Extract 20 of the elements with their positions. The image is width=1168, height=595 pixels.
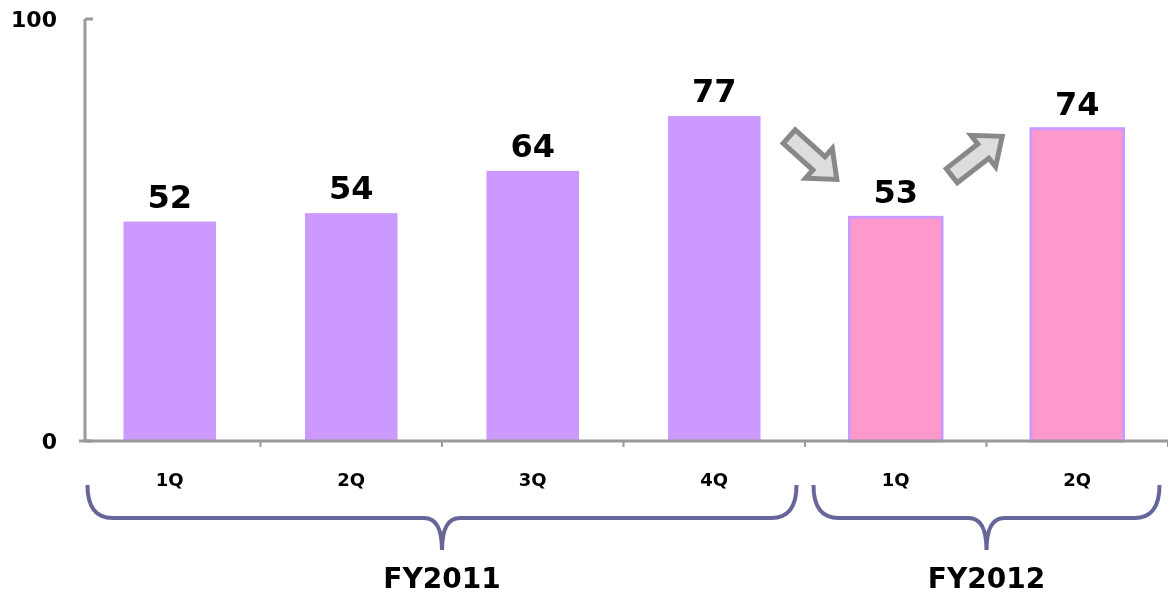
x-tick-label: 2Q: [337, 469, 366, 490]
bar: [667, 116, 761, 441]
x-tick-label: 3Q: [518, 469, 547, 490]
x-tick-label: 1Q: [155, 469, 184, 490]
y-tick-label: 0: [41, 429, 57, 454]
text: FY2012: [927, 562, 1046, 595]
bar: [304, 213, 398, 441]
data-label: 77: [691, 72, 737, 111]
x-tick-label: 2Q: [1063, 469, 1092, 490]
data-label: 74: [1054, 84, 1100, 123]
data-label: 54: [328, 169, 374, 208]
x-tick-label: 1Q: [881, 469, 910, 490]
bar: [123, 221, 217, 441]
y-tick-label: 100: [11, 7, 57, 32]
data-label: 52: [147, 177, 193, 216]
x-tick-label: 4Q: [700, 469, 729, 490]
text: FY2011: [383, 562, 501, 595]
bar: [486, 170, 580, 441]
data-label: 53: [873, 173, 919, 212]
data-label: 64: [510, 126, 556, 165]
